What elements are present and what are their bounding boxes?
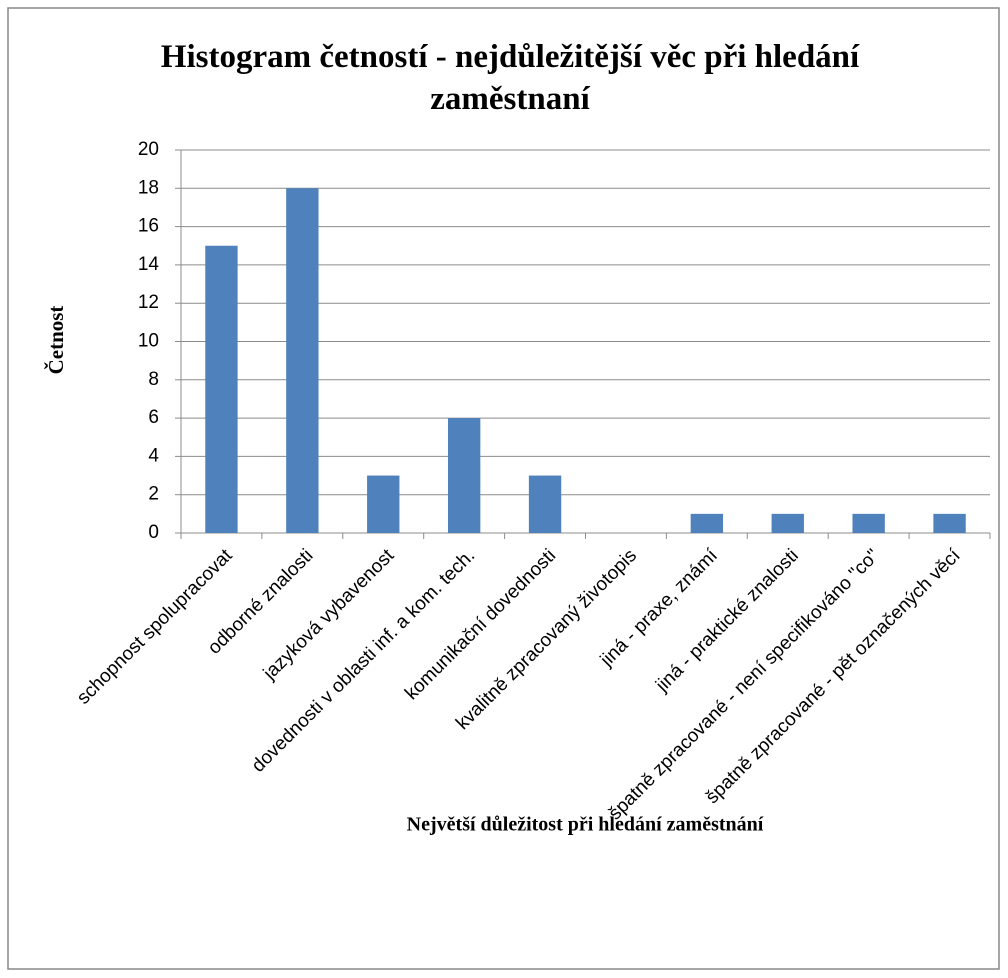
bar	[933, 513, 966, 533]
y-tick-label: 8	[148, 369, 159, 390]
bar	[447, 418, 481, 533]
y-tick-label: 6	[148, 407, 159, 428]
chart-title: Histogram četností - nejdůležitější věc …	[160, 39, 860, 117]
bar	[367, 475, 400, 533]
x-tick-label: jazyková vybavenost	[259, 545, 399, 685]
y-tick-label: 10	[138, 331, 159, 352]
y-tick-label: 16	[138, 216, 159, 237]
y-tick-label: 2	[148, 484, 159, 505]
bar	[286, 188, 319, 534]
bar	[690, 513, 724, 533]
y-tick-label: 4	[148, 445, 159, 466]
x-tick-label: schopnost spolupracovat	[73, 545, 237, 709]
bar	[852, 513, 885, 533]
y-tick-label: 18	[138, 177, 159, 198]
chart-border	[7, 7, 1000, 970]
y-tick-label: 12	[138, 292, 159, 313]
x-tick-label: špatně zpracované - není specifikováno "…	[605, 545, 884, 824]
y-tick-label: 20	[138, 139, 159, 160]
x-tick-label: komunikační dovednosti	[401, 545, 560, 704]
x-tick-label: jiná - praktické znalosti	[651, 545, 802, 696]
y-tick-label: 0	[148, 522, 159, 543]
y-axis-label: Četnost	[44, 306, 68, 375]
bar	[205, 245, 238, 533]
x-axis-label: Největší důležitost při hledání zaměstná…	[407, 814, 764, 836]
y-tick-label: 14	[138, 254, 160, 275]
bar	[528, 475, 562, 533]
bar	[771, 513, 804, 533]
